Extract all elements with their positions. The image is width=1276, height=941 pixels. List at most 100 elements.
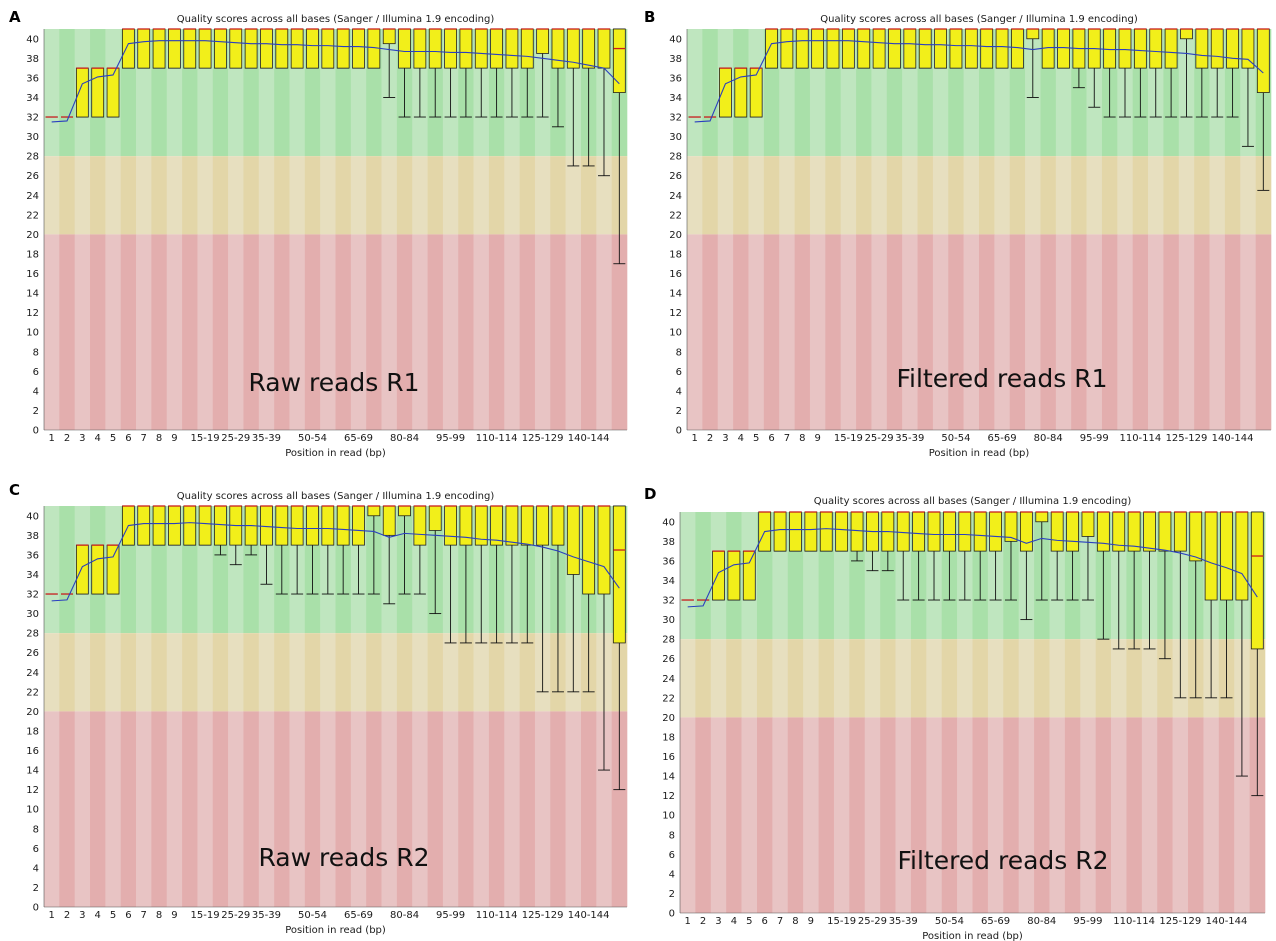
box-75-79 [382, 505, 396, 605]
band-bad-stripe [565, 711, 582, 907]
band-bad-stripe [994, 234, 1011, 430]
box-35-39 [260, 28, 273, 69]
box-7 [780, 28, 794, 69]
iqr-box [819, 511, 833, 552]
box-10-14 [826, 28, 840, 69]
iqr-box [137, 28, 151, 69]
y-tick-label: 0 [669, 909, 675, 920]
band-ok-stripe [90, 156, 106, 235]
band-bad-stripe [941, 717, 958, 913]
band-ok-stripe [289, 156, 306, 235]
band-bad-stripe [1049, 717, 1066, 913]
band-good-stripe [680, 512, 696, 640]
band-bad-stripe [695, 717, 712, 913]
y-tick-label: 4 [669, 869, 675, 880]
x-tick-label: 9 [808, 916, 814, 927]
band-bad-stripe [565, 234, 582, 430]
iqr-box [106, 544, 120, 595]
band-bad-stripe [1034, 717, 1050, 913]
band-bad-stripe [488, 711, 505, 907]
x-tick-label: 65-69 [981, 916, 1010, 927]
iqr-box [888, 28, 901, 69]
iqr-box [949, 28, 963, 69]
band-ok-stripe [442, 156, 459, 235]
iqr-box [1057, 28, 1070, 69]
band-bad-stripe [803, 717, 819, 913]
band-ok-stripe [1086, 156, 1103, 235]
band-ok-stripe [44, 633, 60, 712]
y-tick-label: 18 [662, 732, 675, 743]
y-tick-label: 24 [26, 668, 39, 679]
y-tick-label: 30 [26, 609, 39, 620]
box-35-39 [903, 28, 917, 69]
band-bad-stripe [596, 711, 612, 907]
band-good-stripe [687, 29, 703, 157]
band-bad-stripe [412, 711, 428, 907]
band-bad-stripe [105, 234, 122, 430]
box-60-64 [973, 511, 987, 601]
box-125-129 [536, 28, 550, 118]
iqr-box [290, 505, 304, 546]
iqr-box [612, 505, 626, 644]
box-plots [681, 511, 1264, 797]
box-5 [106, 544, 120, 595]
x-tick-label: 140-144 [1212, 433, 1254, 444]
band-ok-stripe [44, 156, 60, 235]
x-tick-label: 2 [64, 910, 70, 921]
band-ok-stripe [1148, 156, 1164, 235]
band-ok-stripe [702, 156, 719, 235]
y-tick-label: 10 [26, 328, 39, 339]
y-tick-label: 40 [669, 34, 682, 45]
band-bad-stripe [151, 234, 168, 430]
box-140-144 [1220, 511, 1233, 699]
band-ok-stripe [687, 156, 703, 235]
band-bad-stripe [396, 711, 413, 907]
band-bad-stripe [473, 234, 490, 430]
band-ok-stripe [972, 639, 989, 718]
band-ok-stripe [565, 156, 582, 235]
band-ok-stripe [458, 156, 474, 235]
band-ok-stripe [763, 156, 780, 235]
band-ok-stripe [787, 639, 804, 718]
y-tick-label: 34 [26, 93, 39, 104]
band-bad-stripe [274, 234, 290, 430]
iqr-box [321, 505, 335, 546]
box-135-139 [1210, 28, 1224, 118]
band-bad-stripe [519, 711, 536, 907]
box-135-139 [1204, 511, 1218, 699]
iqr-box [1158, 511, 1172, 552]
box-plots [45, 28, 626, 265]
band-bad-stripe [1009, 234, 1026, 430]
x-axis: 1 2 3 4 5 6 7 8 9 15-19 25-29 35-39 50-54 65-69 80-84 9… [44, 429, 627, 444]
iqr-box [857, 28, 871, 69]
iqr-box [1241, 28, 1255, 69]
band-ok-stripe [335, 156, 352, 235]
band-bad-stripe [849, 717, 866, 913]
band-bad-stripe [611, 234, 628, 430]
iqr-box [934, 28, 947, 69]
y-tick-label: 36 [26, 73, 39, 84]
y-tick-label: 26 [662, 654, 675, 665]
iqr-box [773, 511, 787, 552]
y-tick-label: 32 [669, 113, 682, 124]
iqr-box [597, 28, 611, 69]
band-ok-stripe [442, 633, 459, 712]
x-tick-label: 3 [722, 433, 728, 444]
x-axis: 1 2 3 4 5 6 7 8 9 15-19 25-29 35-39 50-54 65-69 80-84 9… [44, 906, 627, 921]
box-15-19 [841, 28, 855, 69]
y-tick-label: 8 [33, 347, 39, 358]
x-tick-label: 25-29 [858, 916, 887, 927]
box-10-14 [183, 505, 197, 546]
band-bad-stripe [243, 234, 260, 430]
band-ok-stripe [412, 156, 428, 235]
x-tick-label: 110-114 [1119, 433, 1161, 444]
y-tick-label: 12 [26, 308, 39, 319]
y-tick-label: 0 [33, 903, 39, 914]
box-35-39 [260, 505, 273, 585]
y-tick-label: 4 [33, 386, 39, 397]
iqr-box [1235, 511, 1249, 601]
box-10-14 [183, 28, 197, 69]
box-6 [765, 28, 778, 69]
band-ok-stripe [809, 156, 826, 235]
box-35-39 [896, 511, 910, 601]
